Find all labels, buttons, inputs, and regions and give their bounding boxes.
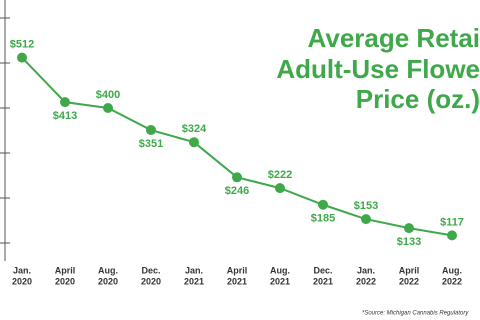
x-tick-label: 2021 xyxy=(184,276,204,286)
point xyxy=(17,52,27,63)
point xyxy=(361,214,371,225)
value-label: $351 xyxy=(139,138,163,150)
point xyxy=(404,223,414,234)
x-tick-label: April xyxy=(399,265,420,275)
value-label: $512 xyxy=(10,39,34,51)
chart-title: Average Retai xyxy=(308,23,480,53)
point xyxy=(103,103,113,113)
x-tick-label: Jan. xyxy=(13,265,31,275)
point xyxy=(447,230,457,241)
x-tick-label: 2020 xyxy=(98,276,118,286)
x-tick-label: 2020 xyxy=(141,276,161,286)
x-tick-label: 2021 xyxy=(313,276,333,286)
x-tick-label: Dec. xyxy=(141,265,160,275)
value-label: $117 xyxy=(440,216,464,228)
chart-title: Adult-Use Flowe xyxy=(276,54,480,84)
value-label: $185 xyxy=(311,213,335,225)
value-label: $153 xyxy=(354,200,378,212)
x-tick-label: 2020 xyxy=(55,276,75,286)
x-tick-label: April xyxy=(227,265,248,275)
value-label: $222 xyxy=(268,169,292,181)
x-tick-label: Aug. xyxy=(98,265,118,275)
source-note: *Source: Michigan Cannabis Regulatory xyxy=(362,311,469,317)
point xyxy=(146,125,156,136)
x-tick-label: Jan. xyxy=(357,265,375,275)
x-tick-label: 2021 xyxy=(227,276,247,286)
x-tick-label: Aug. xyxy=(270,265,290,275)
value-label: $324 xyxy=(182,123,207,135)
x-tick-label: 2022 xyxy=(399,276,419,286)
value-label: $133 xyxy=(397,236,421,248)
chart-title: Price (oz.) xyxy=(356,84,480,114)
point xyxy=(318,199,328,210)
point xyxy=(275,183,285,194)
point xyxy=(60,97,70,108)
value-label: $413 xyxy=(53,110,77,122)
x-tick-label: 2022 xyxy=(356,276,376,286)
point xyxy=(232,172,242,183)
x-tick-label: 2020 xyxy=(12,276,32,286)
x-tick-label: April xyxy=(55,265,76,275)
point xyxy=(189,137,199,148)
x-tick-label: Aug. xyxy=(442,265,462,275)
x-tick-label: Jan. xyxy=(185,265,203,275)
value-label: $400 xyxy=(96,89,120,101)
value-label: $246 xyxy=(225,185,249,197)
x-tick-label: 2021 xyxy=(270,276,290,286)
x-tick-label: Dec. xyxy=(313,265,332,275)
x-tick-label: 2022 xyxy=(442,276,462,286)
